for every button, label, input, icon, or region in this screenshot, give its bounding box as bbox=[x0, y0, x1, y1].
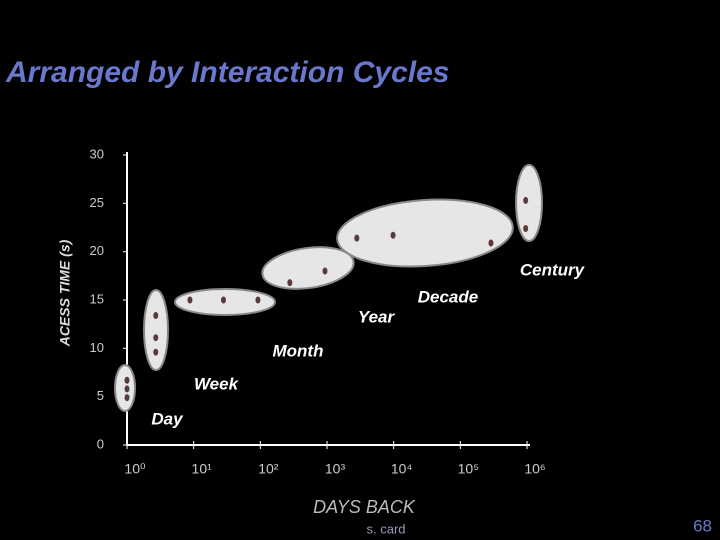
point bbox=[153, 311, 159, 319]
cycle-label: Year bbox=[358, 307, 396, 326]
x-tick-label: 10⁰ bbox=[124, 461, 146, 477]
y-tick-label: 5 bbox=[97, 388, 104, 403]
x-tick-label: 10² bbox=[258, 461, 279, 477]
author: s. card bbox=[366, 521, 405, 536]
cluster bbox=[261, 246, 355, 290]
point bbox=[390, 231, 396, 239]
cluster bbox=[143, 289, 169, 371]
y-tick-label: 25 bbox=[90, 195, 104, 210]
x-tick-label: 10⁴ bbox=[391, 461, 413, 477]
point bbox=[322, 267, 328, 275]
point bbox=[523, 196, 529, 204]
cycle-label: Day bbox=[151, 409, 184, 428]
point bbox=[220, 296, 226, 304]
cycle-label: Century bbox=[520, 260, 586, 279]
cluster bbox=[336, 198, 514, 268]
cycle-label: Week bbox=[194, 374, 240, 393]
point bbox=[287, 279, 293, 287]
point bbox=[124, 376, 130, 384]
slide-title: Arranged by Interaction Cycles bbox=[5, 56, 449, 89]
point bbox=[153, 348, 159, 356]
point bbox=[124, 394, 130, 402]
cluster bbox=[515, 164, 543, 242]
cycle-label: Month bbox=[273, 341, 324, 360]
point bbox=[124, 385, 130, 393]
point bbox=[354, 234, 360, 242]
point bbox=[153, 334, 159, 342]
x-tick-label: 10¹ bbox=[192, 461, 213, 477]
point bbox=[187, 296, 193, 304]
point bbox=[523, 224, 529, 232]
x-tick-label: 10⁵ bbox=[458, 461, 479, 477]
page-number: 68 bbox=[693, 516, 712, 535]
x-axis-label: DAYS BACK bbox=[313, 497, 416, 517]
x-tick-label: 10⁶ bbox=[524, 461, 545, 477]
y-tick-label: 15 bbox=[90, 291, 104, 306]
cycle-label: Decade bbox=[418, 287, 478, 306]
x-tick-label: 10³ bbox=[325, 461, 346, 477]
point bbox=[255, 296, 261, 304]
y-tick-label: 0 bbox=[97, 436, 104, 451]
y-tick-label: 20 bbox=[90, 243, 104, 258]
y-tick-label: 10 bbox=[90, 340, 104, 355]
y-axis-label: ACESS TIME (s) bbox=[57, 239, 73, 347]
point bbox=[488, 239, 494, 247]
y-tick-label: 30 bbox=[90, 146, 104, 161]
